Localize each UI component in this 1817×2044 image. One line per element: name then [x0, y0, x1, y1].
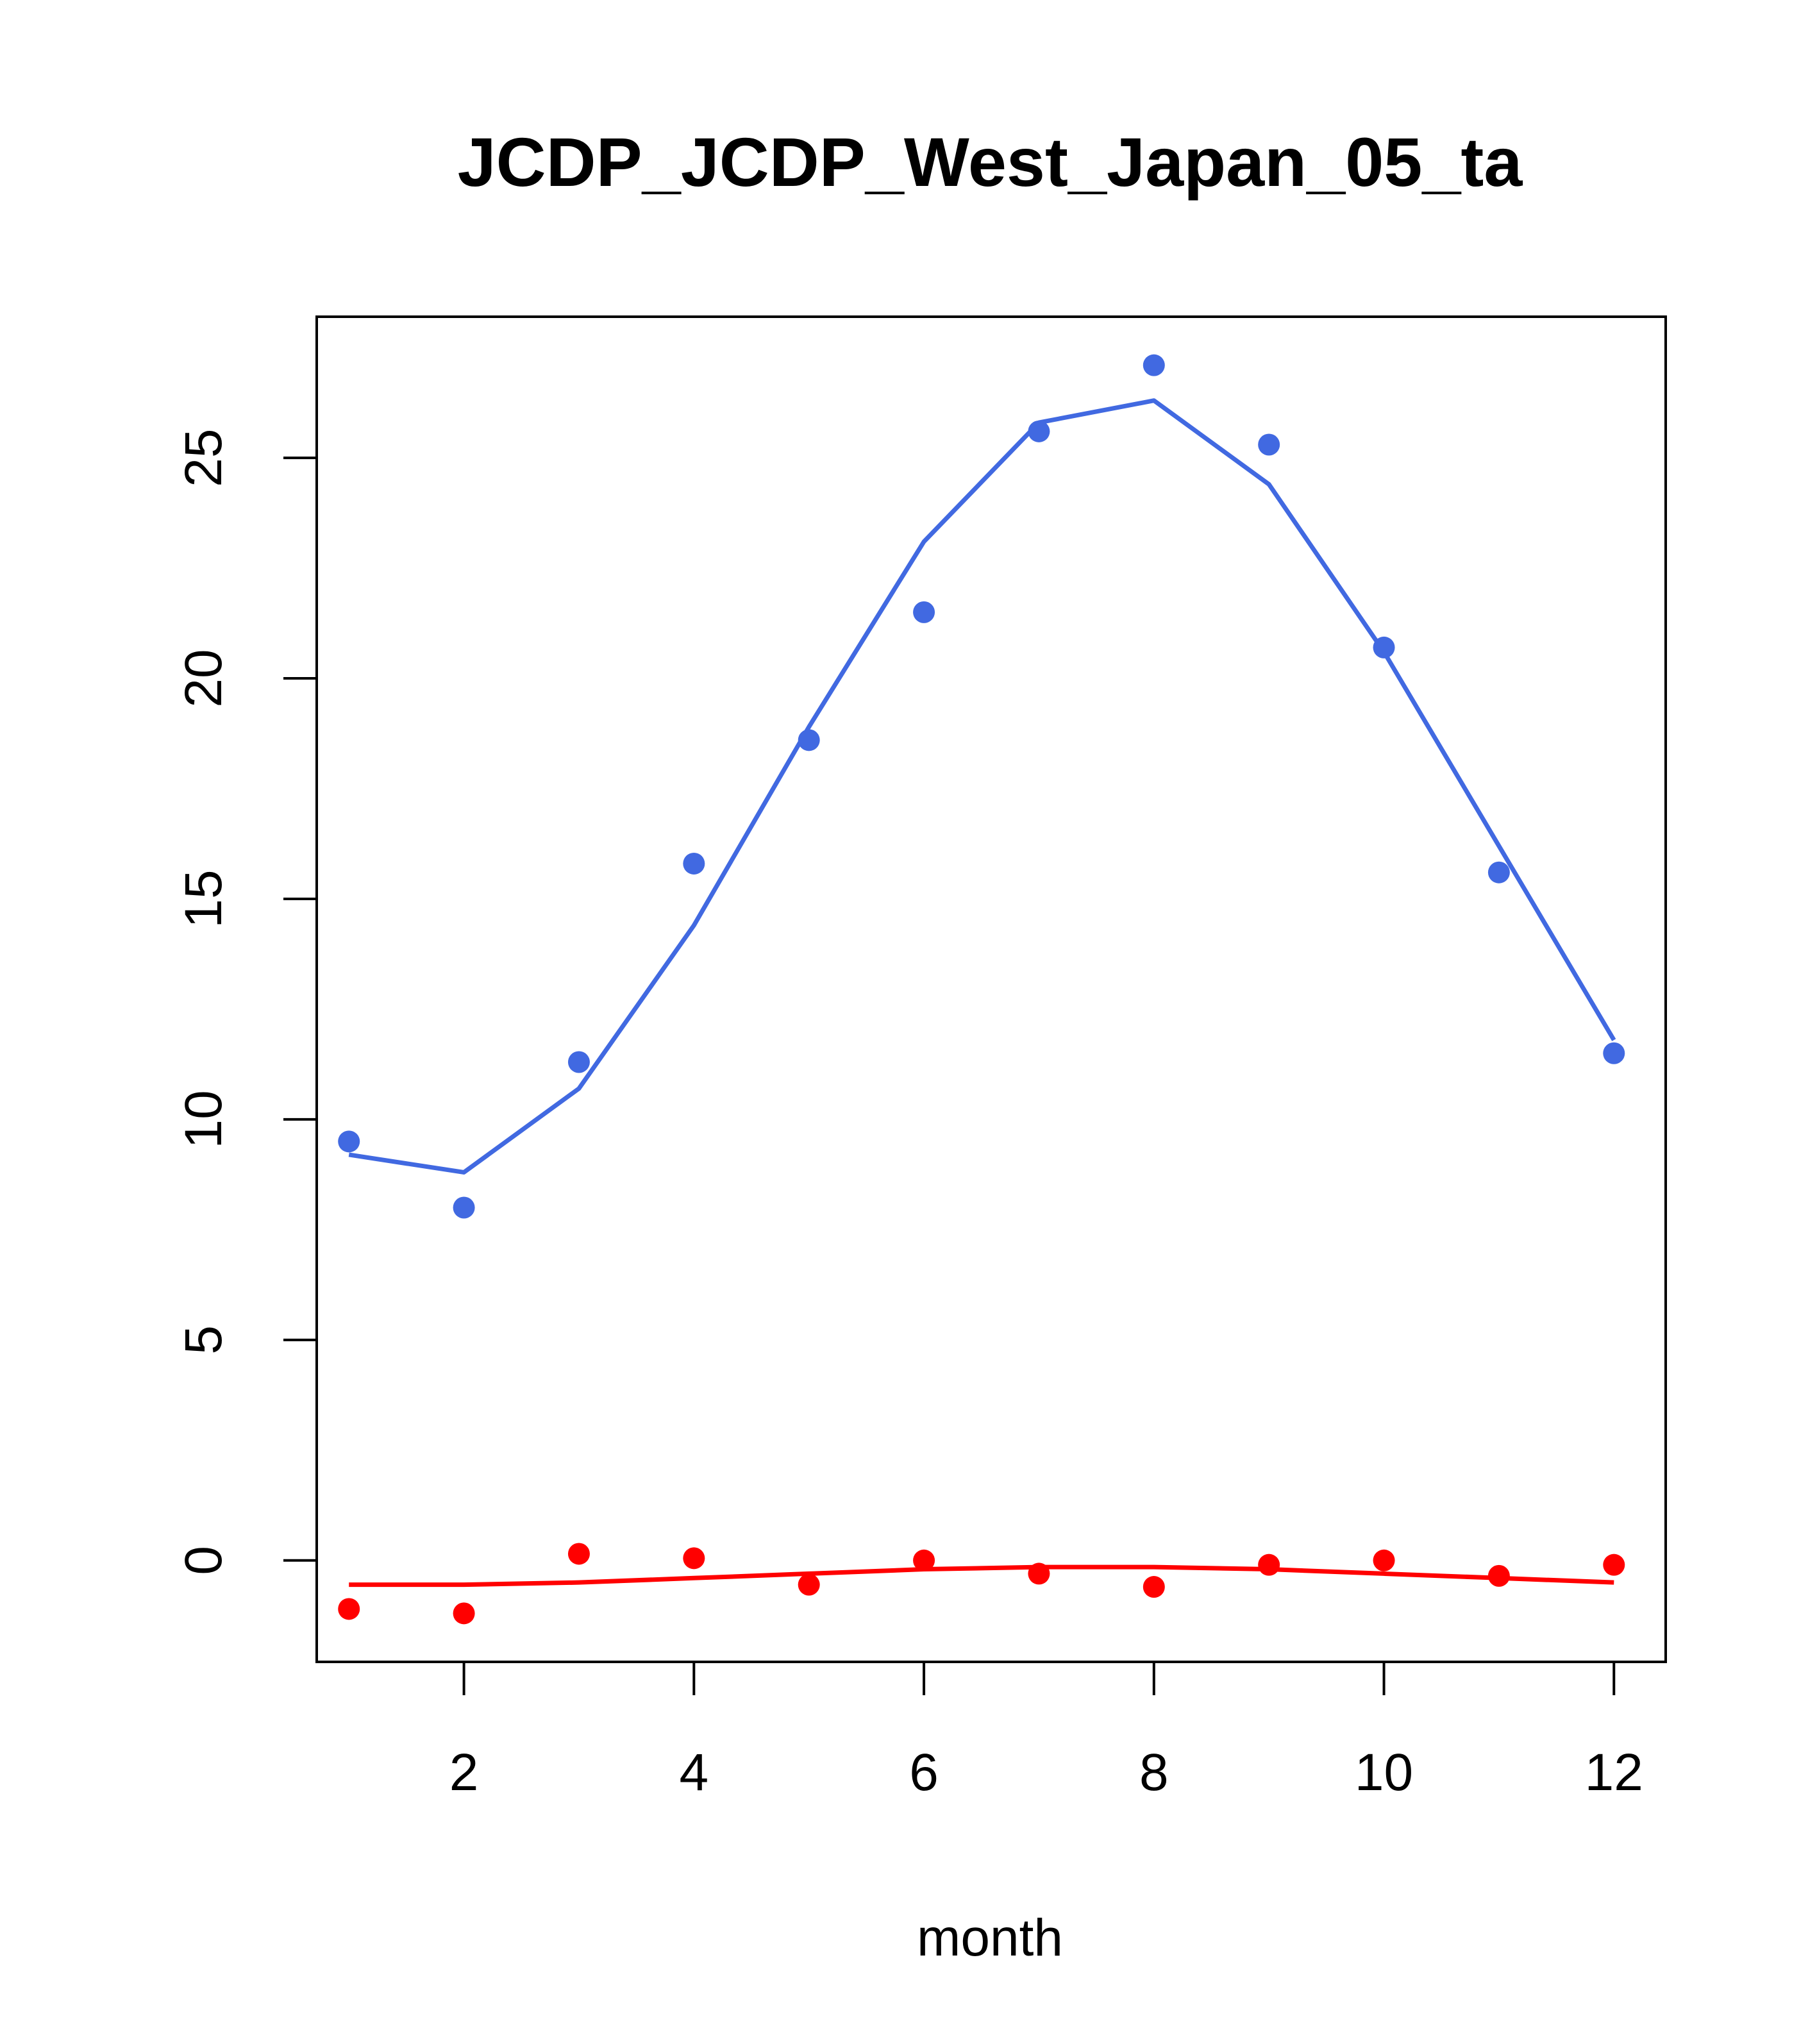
data-point: [913, 601, 935, 623]
data-point: [338, 1598, 360, 1620]
y-tick-label: 20: [174, 649, 233, 707]
x-axis: 2 4 6 8 10 12: [449, 1662, 1643, 1802]
chart-title: JCDP_JCDP_West_Japan_05_ta: [458, 123, 1523, 201]
series-line: [349, 401, 1614, 1173]
series-line: [349, 1567, 1614, 1585]
data-point: [1258, 433, 1280, 455]
data-point: [1143, 355, 1165, 376]
data-point: [1603, 1554, 1625, 1576]
data-point: [453, 1602, 475, 1624]
series-2: [338, 1543, 1625, 1624]
series-layer: [338, 355, 1625, 1625]
data-point: [338, 1130, 360, 1152]
plot-frame: [317, 317, 1666, 1662]
data-point: [453, 1196, 475, 1218]
data-point: [798, 1574, 820, 1596]
y-tick-label: 25: [174, 429, 233, 487]
data-point: [1373, 637, 1395, 658]
data-point: [1258, 1554, 1280, 1576]
x-tick-label: 6: [909, 1743, 939, 1802]
x-tick-label: 12: [1585, 1743, 1643, 1802]
data-point: [1143, 1576, 1165, 1598]
x-axis-label: month: [917, 1909, 1063, 1967]
y-tick-label: 10: [174, 1090, 233, 1148]
data-point: [1488, 1565, 1510, 1587]
x-tick-label: 8: [1139, 1743, 1169, 1802]
data-point: [683, 1547, 705, 1569]
data-point: [913, 1550, 935, 1571]
data-point: [1028, 421, 1050, 442]
data-point: [1028, 1562, 1050, 1584]
x-tick-label: 10: [1355, 1743, 1413, 1802]
data-point: [568, 1543, 590, 1564]
y-tick-label: 0: [174, 1546, 233, 1575]
y-axis: 0 5 10 15 20 25: [174, 429, 317, 1575]
data-point: [1488, 862, 1510, 884]
data-point: [568, 1051, 590, 1073]
data-point: [798, 729, 820, 751]
y-tick-label: 5: [174, 1325, 233, 1355]
x-tick-label: 4: [680, 1743, 709, 1802]
data-point: [1603, 1043, 1625, 1064]
y-tick-label: 15: [174, 869, 233, 928]
series-1: [338, 355, 1625, 1219]
data-point: [683, 853, 705, 875]
data-point: [1373, 1550, 1395, 1571]
x-tick-label: 2: [449, 1743, 479, 1802]
